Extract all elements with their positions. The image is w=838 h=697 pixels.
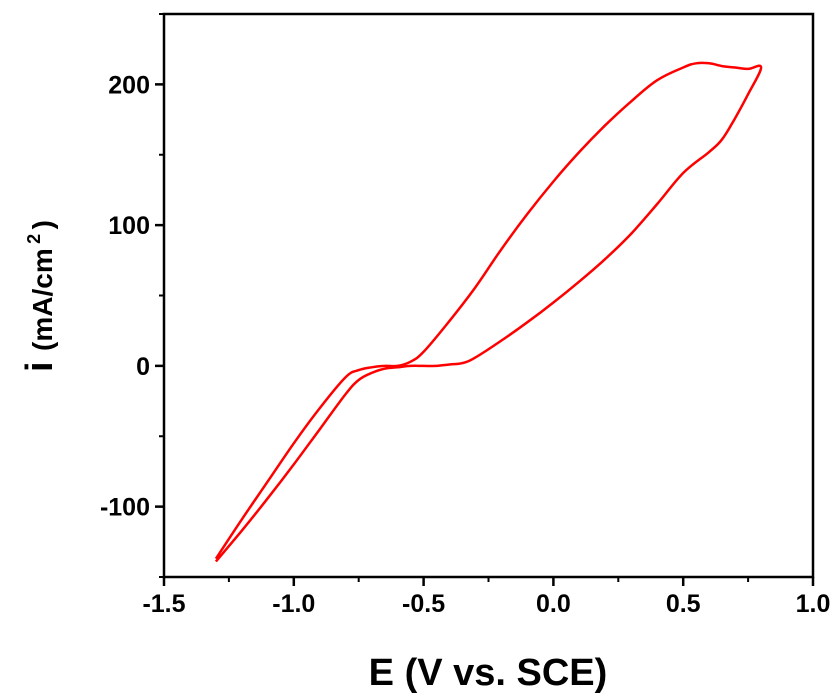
x-tick-label: -1.0	[272, 590, 315, 618]
y-axis-unit-close: )	[27, 220, 58, 229]
tick-labels: -1.5 -1.0 -0.5 0.0 0.5 1.0 -100 0 100 200	[100, 71, 830, 618]
y-tick-label: -100	[100, 494, 150, 522]
x-tick-label: -0.5	[402, 590, 445, 618]
x-tick-label: 0.5	[666, 590, 701, 618]
x-tick-label: 1.0	[796, 590, 831, 618]
y-tick-label: 0	[136, 353, 150, 381]
y-axis-unit-sup: 2	[24, 234, 44, 244]
x-tick-label: 0.0	[536, 590, 571, 618]
y-axis-unit-open: (mA/cm	[27, 248, 58, 351]
x-axis-title: E (V vs. SCE)	[369, 652, 608, 694]
axis-ticks	[155, 13, 815, 586]
cv-curve-series	[214, 61, 763, 563]
y-axis-title: i (mA/cm 2 )	[19, 220, 61, 372]
x-tick-label: -1.5	[142, 590, 185, 618]
y-axis-symbol: i	[19, 361, 61, 372]
y-tick-label: 200	[108, 71, 150, 99]
y-tick-label: 100	[108, 212, 150, 240]
plot-area	[214, 61, 763, 563]
